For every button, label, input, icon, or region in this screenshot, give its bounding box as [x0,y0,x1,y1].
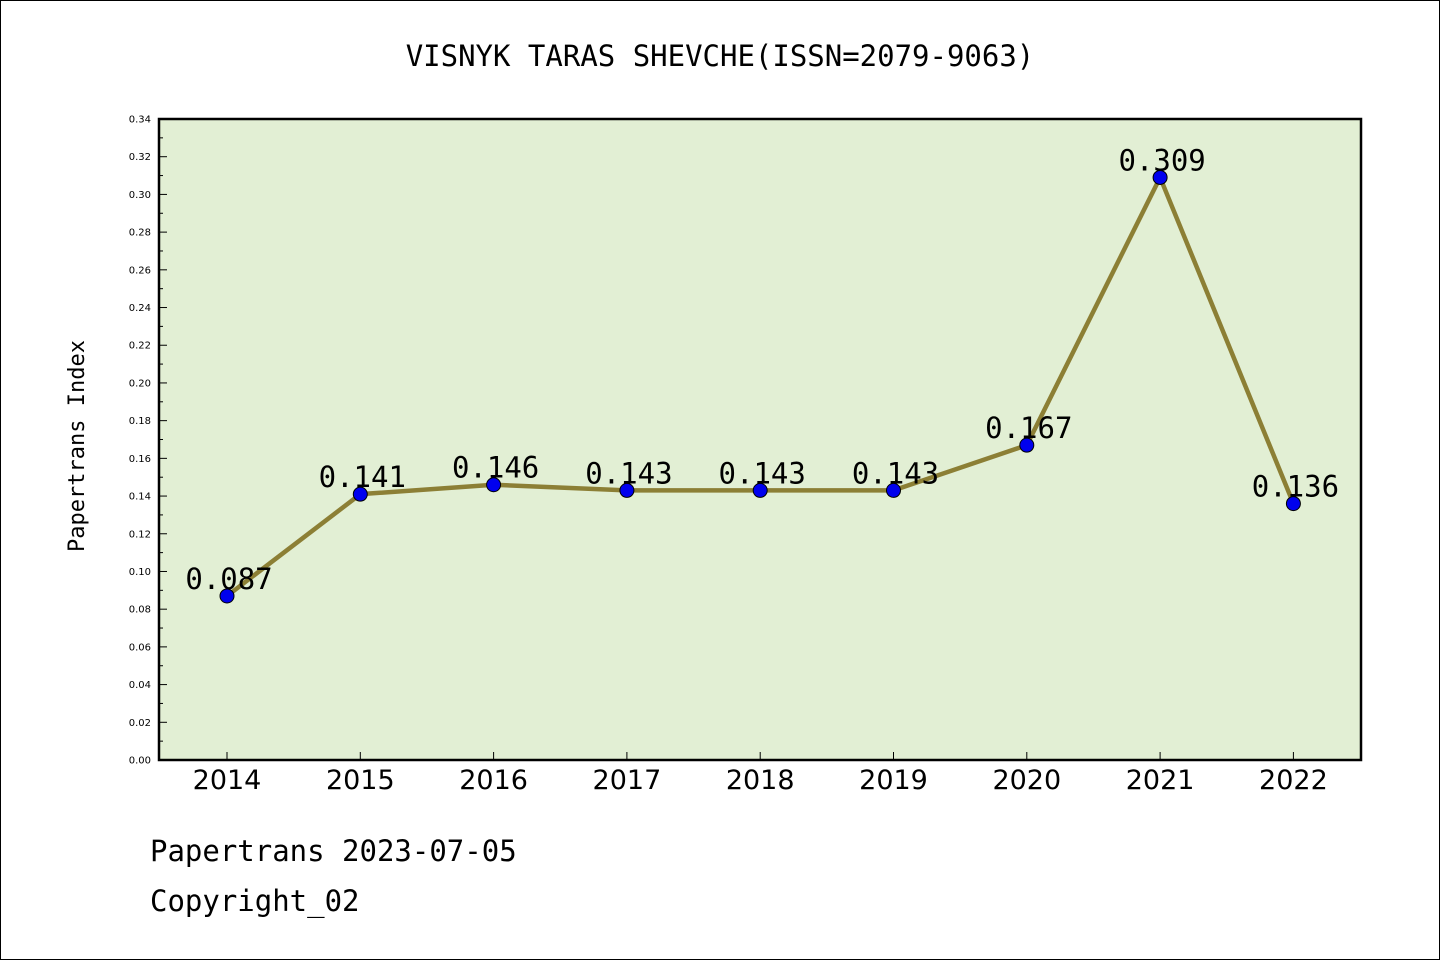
data-label: 0.167 [985,411,1072,445]
y-tick-label: 0.20 [129,378,151,389]
plot-area [159,119,1361,760]
x-tick-label: 2018 [726,765,795,796]
y-tick-label: 0.34 [129,115,151,126]
chart-title: VISNYK TARAS SHEVCHE(ISSN=2079-9063) [406,39,1035,73]
y-axis-label: Papertrans Index [65,340,90,552]
data-point [1019,437,1035,453]
y-tick-label: 0.02 [129,718,151,729]
y-tick-label: 0.06 [129,642,151,653]
data-point [1285,496,1301,512]
data-label: 0.309 [1118,143,1205,177]
y-tick-label: 0.00 [129,756,151,767]
x-tick-label: 2021 [1126,765,1195,796]
data-label: 0.141 [319,460,406,494]
y-tick-label: 0.04 [129,680,151,691]
y-tick-label: 0.12 [129,529,151,540]
data-point [886,482,901,498]
x-tick-label: 2016 [459,765,528,796]
footer-copyright: Copyright_02 [150,884,360,918]
footer-date: Papertrans 2023-07-05 [150,834,517,868]
data-label: 0.143 [852,456,939,490]
y-tick-label: 0.28 [129,228,151,239]
data-label: 0.143 [585,456,672,490]
data-point [352,486,368,502]
data-point [619,482,635,498]
data-label: 0.136 [1252,470,1339,504]
y-axis: 0.00 0.02 0.04 0.06 0.08 0.10 0.12 0.14 0.16 0.18… [129,115,167,767]
y-tick-label: 0.16 [129,454,151,465]
data-point [219,588,235,604]
x-tick-label: 2020 [992,765,1061,796]
x-tick-label: 2014 [193,765,262,796]
data-point [752,482,768,498]
y-tick-label: 0.14 [129,492,151,503]
x-tick-label: 2017 [593,765,662,796]
data-point [486,477,502,493]
data-labels: 0.087 0.141 0.146 0.143 0.143 0.143 0.167 0.309… [185,143,1339,596]
data-label: 0.143 [719,456,806,490]
series-line [219,169,1301,604]
y-tick-label: 0.18 [129,416,151,427]
y-tick-label: 0.08 [129,605,151,616]
y-tick-label: 0.30 [129,190,151,201]
data-label: 0.146 [452,451,539,485]
x-tick-label: 2015 [326,765,395,796]
x-tick-label: 2019 [859,765,928,796]
plot-border [157,117,1363,762]
data-label: 0.087 [185,562,272,596]
y-tick-label: 0.22 [129,341,151,352]
data-point [1152,169,1168,185]
x-axis: 2014 2015 2016 2017 2018 2019 2020 2021 2022 [193,752,1328,796]
y-tick-label: 0.10 [129,567,151,578]
y-tick-label: 0.32 [129,152,151,163]
y-tick-label: 0.24 [129,303,151,314]
y-tick-label: 0.26 [129,265,151,276]
x-tick-label: 2022 [1259,765,1328,796]
